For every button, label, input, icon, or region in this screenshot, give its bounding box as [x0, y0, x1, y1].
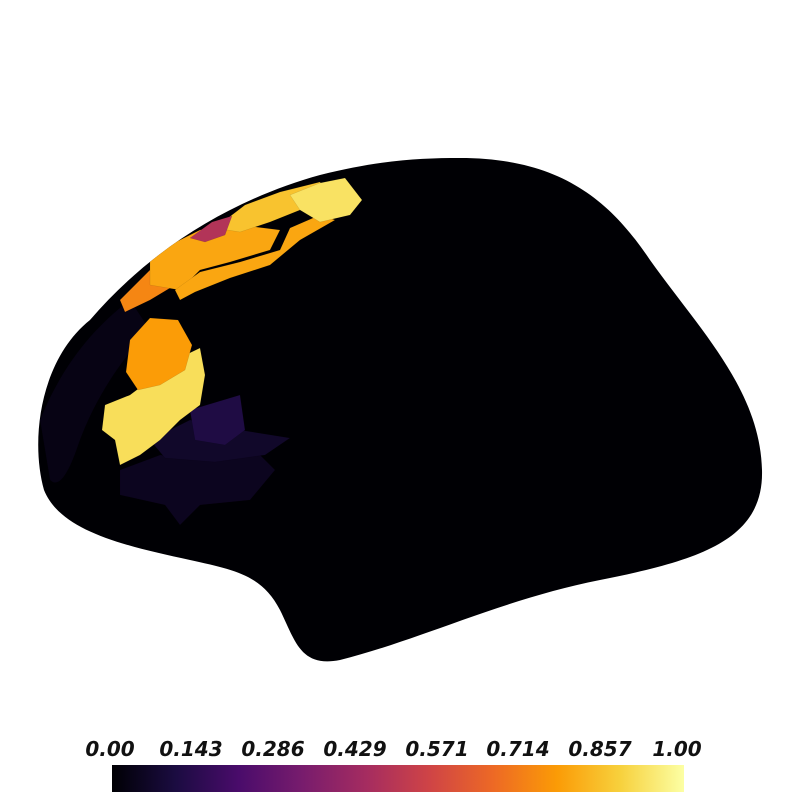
colorbar-tick-label: 0.571: [405, 737, 469, 761]
colorbar-tick-label: 0.00: [85, 737, 135, 761]
region-frontal-pole-rim: [39, 299, 151, 483]
colorbar-tick-label: 0.857: [568, 737, 632, 761]
colorbar-tick-label: 0.429: [323, 737, 387, 761]
region-pars-opercularis: [125, 317, 193, 391]
colorbar-gradient: [112, 765, 684, 792]
colorbar-tick-label: 0.286: [241, 737, 305, 761]
region-pars-orbitalis: [189, 394, 246, 446]
hemisphere-surface: [38, 158, 763, 662]
colorbar-tick-label: 0.714: [486, 737, 550, 761]
region-superior-frontal-strip: [289, 177, 363, 223]
region-superior-frontal-magenta: [189, 215, 233, 243]
colorbar-tick-label: 1.00: [652, 737, 702, 761]
region-caudal-middle-frontal-upper: [174, 214, 336, 301]
colorbar: [112, 765, 684, 792]
colorbar-tick-label: 0.143: [159, 737, 223, 761]
parcellation-regions: [39, 177, 363, 526]
